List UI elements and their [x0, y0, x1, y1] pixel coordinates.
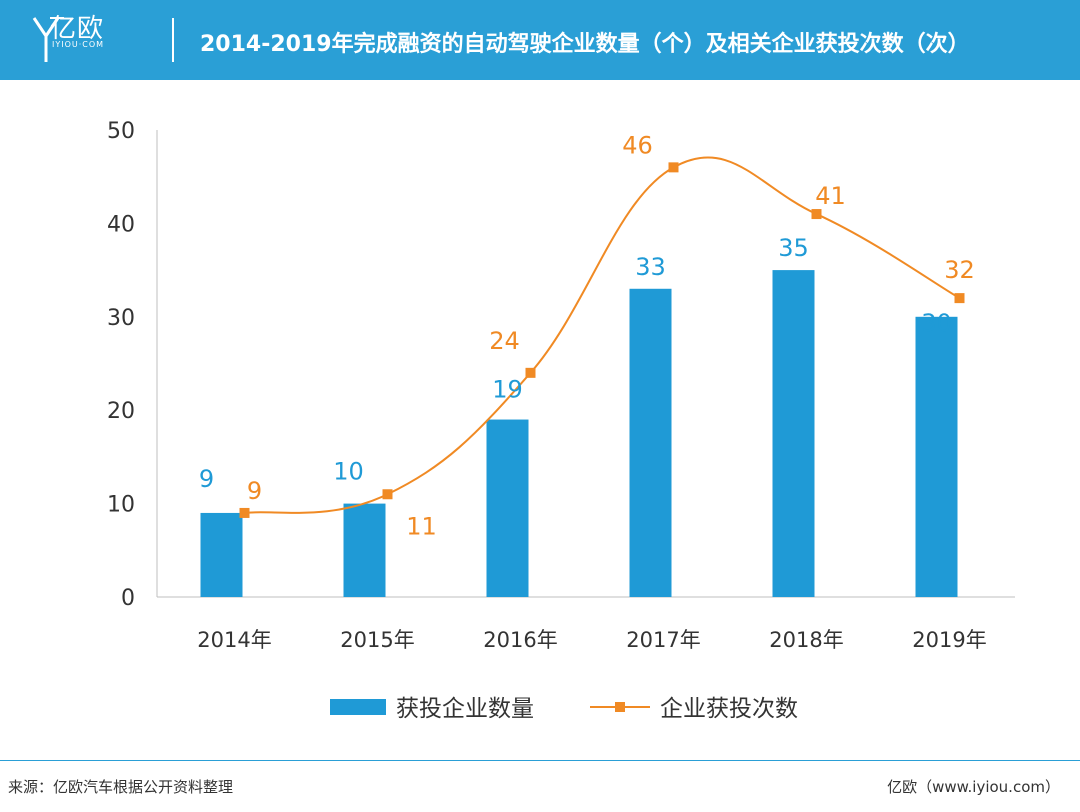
line-value-label: 32	[944, 256, 975, 284]
line-point-2014年	[239, 507, 250, 518]
legend-line-label: 企业获投次数	[660, 696, 798, 722]
x-tick-label: 2019年	[912, 628, 986, 652]
logo-subtext: IYIOU·COM	[52, 40, 105, 49]
header-divider	[172, 18, 174, 62]
line-point-2018年	[811, 209, 822, 220]
y-tick-label: 30	[107, 306, 135, 331]
x-tick-label: 2014年	[197, 628, 271, 652]
bar-2018年	[772, 270, 815, 597]
legend-bar-swatch	[330, 699, 386, 715]
logo-text: 亿欧	[50, 14, 105, 44]
bar-value-label: 35	[778, 234, 809, 262]
bar-value-label: 30	[921, 309, 952, 337]
y-tick-label: 20	[107, 399, 135, 424]
x-tick-label: 2017年	[626, 628, 700, 652]
x-tick-label: 2016年	[483, 628, 557, 652]
bar-2015年	[343, 503, 386, 597]
bar-value-label: 9	[199, 465, 214, 493]
footer-brand: 亿欧（www.iyiou.com）	[887, 778, 1060, 796]
header-bar: 亿欧 IYIOU·COM 2014-2019年完成融资的自动驾驶企业数量（个）及…	[0, 0, 1080, 80]
y-tick-label: 50	[107, 119, 135, 144]
y-tick-label: 10	[107, 493, 135, 518]
bar-2016年	[486, 419, 529, 597]
footer-divider	[0, 760, 1080, 761]
x-tick-label: 2018年	[769, 628, 843, 652]
legend-line-marker	[615, 702, 625, 712]
line-point-2017年	[668, 162, 679, 173]
legend-bar-label: 获投企业数量	[396, 696, 534, 722]
line-value-label: 46	[622, 131, 653, 159]
line-point-2019年	[954, 293, 965, 304]
bar-value-label: 19	[492, 376, 523, 404]
x-tick-label: 2015年	[340, 628, 414, 652]
bar-2014年	[200, 512, 243, 597]
line-value-label: 24	[489, 327, 520, 355]
line-value-label: 11	[406, 512, 437, 540]
y-tick-label: 40	[107, 212, 135, 237]
bar-2017年	[629, 288, 672, 597]
y-tick-label: 0	[121, 586, 135, 611]
line-series-path	[244, 156, 961, 514]
line-point-2015年	[382, 489, 393, 500]
logo-icon	[32, 17, 64, 62]
line-value-label: 9	[247, 477, 262, 505]
bar-value-label: 33	[635, 253, 666, 281]
line-point-2016年	[525, 367, 536, 378]
chart: 0 10 20 30 40 50 2014年 2015年 2016年 2017年 2018年 2019…	[107, 119, 1015, 722]
line-value-label: 41	[815, 182, 846, 210]
bar-2019年	[915, 316, 958, 597]
source-note: 来源：亿欧汽车根据公开资料整理	[8, 778, 234, 796]
bar-value-label: 10	[333, 458, 364, 486]
page-title: 2014-2019年完成融资的自动驾驶企业数量（个）及相关企业获投次数（次）	[200, 32, 970, 57]
